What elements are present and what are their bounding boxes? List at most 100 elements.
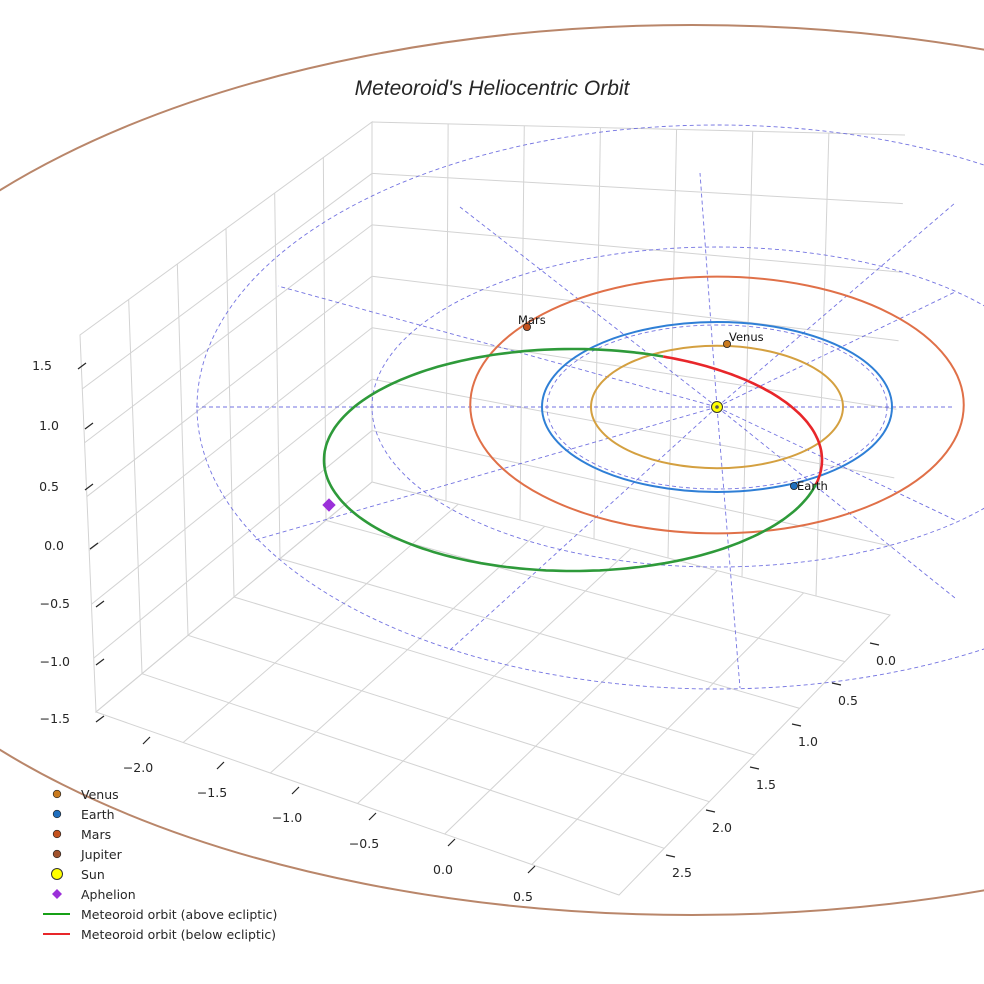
x-tick-label: −1.0 [272,810,302,825]
meteoroid-orbit-above-ecliptic [322,347,818,573]
mars-label: Mars [518,313,546,327]
y-tick-mark [749,766,760,770]
legend-marker [52,849,62,859]
earth-marker [790,481,799,490]
reference-radial-line [716,291,956,408]
reference-radial-line [459,206,718,408]
y-tick-label: 1.5 [756,777,776,792]
z-tick-label: 1.0 [39,418,59,433]
y-tick-mark [831,682,842,686]
meteoroid-orbit-below-ecliptic [662,355,824,485]
legend-label: Venus [81,787,119,802]
z-tick-mark [77,362,87,370]
grid-line [444,570,718,835]
legend-label: Mars [81,827,111,842]
z-tick-mark [95,600,105,608]
z-tick-label: 1.5 [32,358,52,373]
aphelion-marker [322,498,336,512]
y-tick-label: 1.0 [798,734,818,749]
legend-label: Jupiter [80,847,123,862]
grid-line [667,129,678,559]
reference-radial-line [716,406,956,521]
x-tick-label: 0.5 [513,889,533,904]
legend-marker [52,809,62,819]
mars-orbit [469,275,965,535]
grid-line [531,592,805,865]
y-tick-label: 2.5 [672,865,692,880]
z-tick-label: 0.5 [39,479,59,494]
legend-marker [52,829,62,839]
grid-line [371,224,901,273]
x-tick-label: −2.0 [123,760,153,775]
x-tick-mark [368,812,377,821]
legend-label: Meteoroid orbit (above ecliptic) [81,907,277,922]
legend-label: Sun [81,867,105,882]
x-tick-label: −0.5 [349,836,379,851]
x-tick-mark [447,838,456,847]
grid-line [519,125,525,521]
grid-line [371,121,906,136]
z-tick-label: −1.0 [40,654,70,669]
grid-line [815,133,830,597]
grid-line [176,263,189,636]
z-tick-label: −1.5 [40,711,70,726]
reference-radial-line [254,406,718,541]
reference-radial-line [449,406,718,651]
legend-marker [52,789,62,799]
x-tick-mark [527,865,536,874]
reference-radial-line [699,172,718,408]
grid-line [274,192,281,559]
grid-line [371,275,899,342]
sun-center [715,405,719,409]
grid-line [371,378,895,479]
reference-radial-line [716,202,956,408]
z-tick-label: 0.0 [44,538,64,553]
z-tick-mark [95,715,105,723]
grid-line [445,123,449,502]
grid-line [128,299,143,674]
grid-line [371,172,903,205]
y-tick-mark [869,642,880,646]
floor-pane [95,481,891,896]
reference-radial-line [716,406,956,599]
earth-orbit [541,321,893,493]
grid-line [141,673,665,849]
x-tick-mark [291,786,300,795]
z-tick-mark [84,483,94,491]
legend-label: Earth [81,807,115,822]
jupiter-orbit [0,24,984,916]
legend-marker [51,868,63,880]
mars-marker [523,322,532,331]
grid-line [322,157,327,521]
x-tick-mark [216,761,225,770]
chart-title: Meteoroid's Heliocentric Orbit [355,77,631,100]
left-pane [79,121,373,714]
y-tick-label: 0.5 [838,693,858,708]
grid-line [593,127,601,540]
x-tick-label: −1.5 [197,785,227,800]
y-tick-mark [705,809,716,813]
y-tick-label: 2.0 [712,820,732,835]
venus-label: Venus [729,330,764,344]
y-tick-mark [791,723,802,727]
x-tick-mark [142,736,151,745]
grid-line [357,548,632,804]
legend-label: Meteoroid orbit (below ecliptic) [81,927,276,942]
grid-line [371,430,893,547]
legend-label: Aphelion [81,887,136,902]
z-tick-mark [84,422,94,430]
y-tick-label: 0.0 [876,653,896,668]
grid-line [225,228,235,598]
z-tick-mark [95,658,105,666]
venus-marker [723,339,732,348]
z-tick-label: −0.5 [40,596,70,611]
legend-marker [52,889,62,899]
y-tick-mark [665,854,676,858]
venus-orbit [590,344,844,470]
earth-label: Earth [797,479,828,493]
grid-line [371,327,897,410]
x-tick-label: 0.0 [433,862,453,877]
grid-line [741,131,754,578]
z-tick-mark [89,542,99,550]
